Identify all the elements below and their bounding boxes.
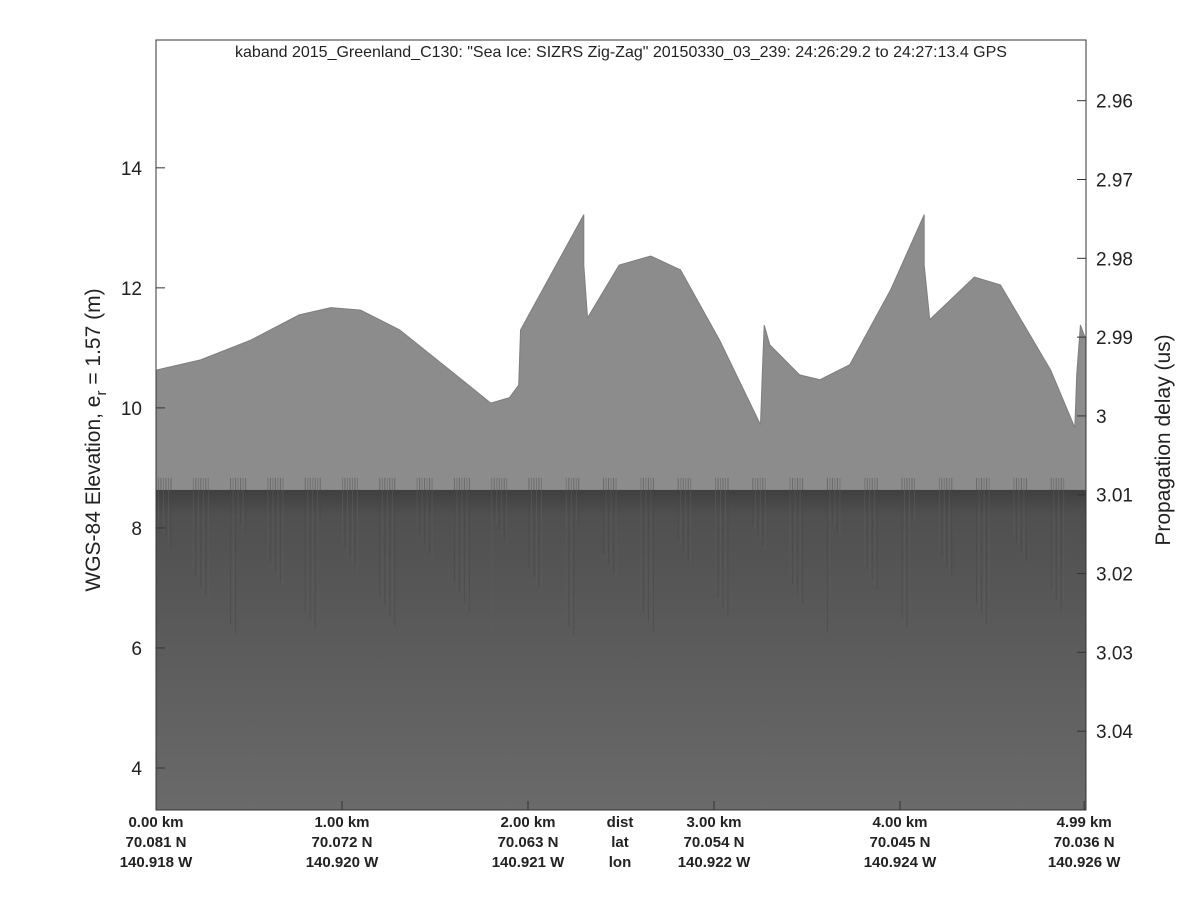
y-tick-label: 6: [131, 639, 142, 660]
lat-label: 70.063 N: [498, 834, 559, 851]
lat-label: 70.072 N: [312, 834, 373, 851]
lon-label: 140.922 W: [678, 854, 751, 871]
y2-tick-label: 3.02: [1096, 565, 1133, 586]
row-label: lon: [609, 854, 632, 871]
y2-tick-label: 3: [1096, 407, 1107, 428]
y-tick-label: 12: [121, 279, 142, 300]
y-axis-label: WGS-84 Elevation, er = 1.57 (m): [82, 288, 110, 591]
lat-label: 70.036 N: [1054, 834, 1115, 851]
y-label-rest: = 1.57 (m): [82, 288, 105, 390]
x-tick-label: 0.00 km: [128, 814, 183, 831]
row-label: dist: [607, 814, 634, 831]
lat-label: 70.081 N: [126, 834, 187, 851]
plot-area: [156, 214, 1086, 810]
lon-label: 140.924 W: [864, 854, 937, 871]
x-tick-label: 4.99 km: [1057, 814, 1112, 831]
y2-tick-label: 3.04: [1096, 722, 1133, 743]
axes-box: [155, 39, 1087, 811]
y2-tick-label: 2.98: [1096, 249, 1133, 270]
lon-label: 140.921 W: [492, 854, 565, 871]
y-tick-label: 14: [121, 159, 143, 180]
y-tick-label: 10: [121, 399, 142, 420]
row-label: lat: [611, 834, 629, 851]
y2-tick-label: 3.03: [1096, 643, 1133, 664]
lon-label: 140.920 W: [306, 854, 379, 871]
x-tick-label: 3.00 km: [686, 814, 741, 831]
y-tick-label: 4: [131, 759, 142, 780]
y2-tick-label: 3.01: [1096, 486, 1133, 507]
y2-tick-label: 2.99: [1096, 328, 1133, 349]
y-tick-label: 8: [131, 519, 142, 540]
x-tick-label: 2.00 km: [500, 814, 555, 831]
x-tick-label: 1.00 km: [314, 814, 369, 831]
lon-label: 140.926 W: [1048, 854, 1121, 871]
y2-tick-label: 2.96: [1096, 92, 1133, 113]
y-label-main: WGS-84 Elevation, e: [82, 396, 105, 592]
lon-label: 140.918 W: [120, 854, 193, 871]
chart-title: kaband 2015_Greenland_C130: "Sea Ice: SI…: [235, 44, 1007, 61]
surface-line: [156, 214, 1086, 428]
ice-bottom-region: [156, 489, 1086, 810]
x-tick-label: 4.00 km: [872, 814, 927, 831]
y2-axis-label: Propagation delay (us): [1152, 334, 1175, 545]
y-label-sub: r: [93, 391, 110, 396]
lat-label: 70.054 N: [684, 834, 745, 851]
lat-label: 70.045 N: [870, 834, 931, 851]
y2-tick-label: 2.97: [1096, 170, 1133, 191]
